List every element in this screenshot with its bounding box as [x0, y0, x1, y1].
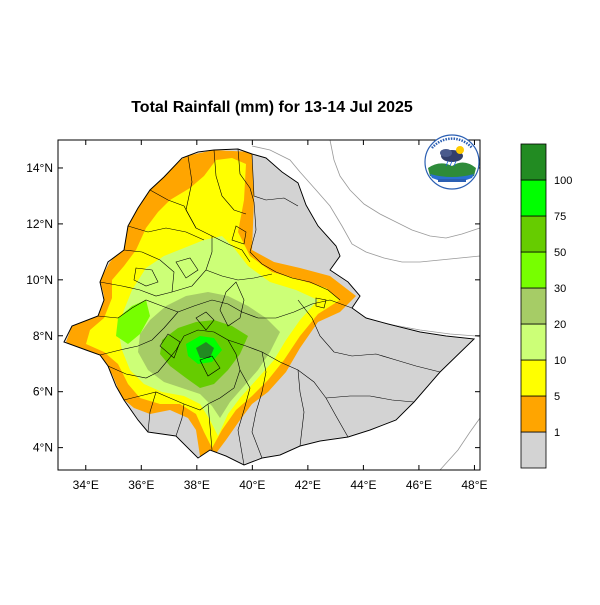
y-tick-label: 10°N: [26, 273, 53, 287]
x-tick-label: 48°E: [461, 478, 487, 492]
legend-label: 50: [554, 247, 566, 259]
admin-boundaries: [63, 148, 476, 466]
legend-label: 100: [554, 175, 572, 187]
meteorology-agency-logo: [424, 134, 480, 190]
y-tick-label: 4°N: [33, 441, 53, 455]
x-tick-label: 46°E: [406, 478, 432, 492]
x-axis: 34°E 36°E 38°E 40°E 42°E 44°E 46°E 48°E: [73, 140, 488, 492]
legend-swatch: [520, 143, 547, 181]
legend-label: 20: [554, 319, 566, 331]
legend-label: 10: [554, 355, 566, 367]
y-axis: 4°N 6°N 8°N 10°N 12°N 14°N: [26, 161, 480, 455]
map-plot-area: [58, 140, 480, 470]
coastlines: [251, 140, 480, 470]
x-tick-label: 36°E: [128, 478, 154, 492]
legend-swatch: [520, 359, 547, 397]
rainfall-legend: 1 5 10 20 30 50 75 100: [520, 143, 572, 469]
legend-swatch: [520, 395, 547, 433]
legend-swatch: [520, 251, 547, 289]
y-tick-label: 6°N: [33, 385, 53, 399]
x-tick-label: 42°E: [295, 478, 321, 492]
y-tick-label: 14°N: [26, 161, 53, 175]
legend-swatch: [520, 323, 547, 361]
legend-swatch: [520, 431, 547, 469]
x-tick-label: 38°E: [184, 478, 210, 492]
map-title: Total Rainfall (mm) for 13-14 Jul 2025: [131, 99, 413, 116]
legend-swatch: [520, 215, 547, 253]
y-tick-label: 8°N: [33, 329, 53, 343]
legend-label: 5: [554, 391, 560, 403]
legend-label: 1: [554, 427, 560, 439]
map-frame: [57, 139, 481, 471]
x-tick-label: 40°E: [239, 478, 265, 492]
legend-label: 75: [554, 211, 566, 223]
legend-swatch: [520, 287, 547, 325]
legend-label: 30: [554, 283, 566, 295]
x-tick-label: 34°E: [73, 478, 99, 492]
x-tick-label: 44°E: [350, 478, 376, 492]
legend-swatch: [520, 179, 547, 217]
rain-gt100mm: [196, 342, 214, 358]
rainfall-field: [66, 150, 356, 456]
y-tick-label: 12°N: [26, 217, 53, 231]
rain-30-50mm: [116, 300, 150, 344]
